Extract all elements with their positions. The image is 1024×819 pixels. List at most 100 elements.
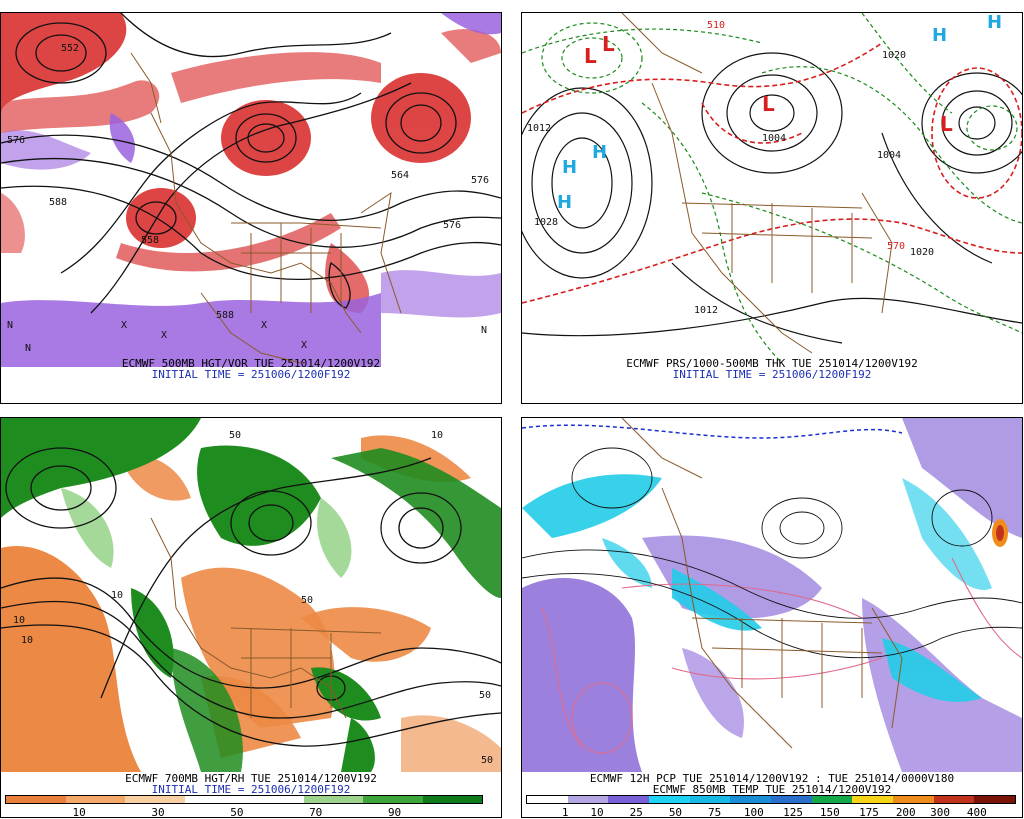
- svg-text:1020: 1020: [882, 50, 906, 61]
- panel-caption-init-time: INITIAL TIME = 251006/1200F192: [672, 368, 872, 381]
- political-borders: [621, 13, 893, 354]
- legend-tick-label: 30: [151, 806, 165, 818]
- legend-swatch: [608, 796, 650, 803]
- political-borders: [150, 517, 382, 719]
- vorticity-purple-shading: [1, 13, 501, 367]
- svg-text:50: 50: [481, 755, 493, 766]
- contour-labels: 10 50 10 50 10 50 50 10: [13, 430, 493, 766]
- isobar-contours: [522, 52, 1022, 344]
- svg-text:L: L: [584, 44, 597, 68]
- svg-text:1012: 1012: [694, 305, 718, 316]
- rh-moist-shading: [1, 418, 501, 772]
- svg-text:H: H: [562, 157, 577, 178]
- legend-swatch: [893, 796, 934, 803]
- map-500mb-vorticity: 576 588 564 558 576 552 576 588 X X X X …: [1, 13, 501, 367]
- legend-tick-label: 125: [783, 806, 803, 818]
- contour-labels: 576 588 564 558 576 552 576 588: [7, 43, 489, 321]
- panel-caption-title: ECMWF 12H PCP TUE 251014/1200V192 : TUE …: [589, 772, 955, 785]
- political-borders: [621, 418, 903, 749]
- svg-text:H: H: [592, 142, 607, 163]
- svg-text:10: 10: [13, 615, 25, 626]
- panel-caption-init-time: INITIAL TIME = 251006/1200F192: [151, 368, 351, 381]
- svg-text:10: 10: [21, 635, 33, 646]
- legend-swatch: [567, 796, 609, 803]
- legend-swatch: [689, 796, 731, 803]
- vorticity-markers: X X X X N N N: [7, 320, 487, 354]
- legend-swatch: [974, 796, 1016, 803]
- legend-swatch: [65, 796, 125, 803]
- legend-tick-label: 10: [590, 806, 604, 818]
- svg-text:1012: 1012: [527, 123, 551, 134]
- svg-text:1004: 1004: [877, 150, 901, 161]
- legend-swatch: [730, 796, 772, 803]
- svg-text:H: H: [557, 192, 572, 213]
- svg-text:L: L: [602, 32, 615, 56]
- precip-cyan-shading: [522, 474, 992, 702]
- legend-tick-label: 50: [668, 806, 683, 818]
- legend-swatch: [6, 796, 66, 803]
- svg-text:552: 552: [61, 43, 79, 54]
- legend-tick-label: 200: [895, 806, 916, 818]
- svg-text:564: 564: [391, 170, 409, 181]
- legend-swatch: [649, 796, 690, 803]
- legend-tick-label: 70: [309, 806, 323, 818]
- legend-tick-label: 25: [629, 806, 643, 818]
- legend-swatch: [125, 796, 185, 803]
- rh-legend-ticks: 10 30 50 70 90: [5, 806, 483, 818]
- thickness-contours-red: [522, 42, 1022, 304]
- frontal-dashes: [522, 424, 903, 439]
- precip-heavy-core: [992, 519, 1008, 547]
- legend-swatch: [303, 796, 363, 803]
- temperature-contours: [541, 557, 1022, 754]
- legend-tick-label: 400: [966, 806, 987, 818]
- panel-caption-title: ECMWF 700MB HGT/RH TUE 251014/1200V192: [125, 772, 377, 785]
- svg-text:H: H: [932, 25, 947, 46]
- svg-text:510: 510: [707, 20, 725, 31]
- svg-text:N: N: [7, 320, 13, 331]
- map-pressure-thickness: H H H H H L L L L 1028 1012 1004 1020 10…: [522, 13, 1022, 367]
- legend-swatch: [363, 796, 423, 803]
- svg-text:10: 10: [431, 430, 443, 441]
- svg-text:50: 50: [479, 690, 491, 701]
- svg-text:50: 50: [229, 430, 241, 441]
- svg-text:1028: 1028: [534, 217, 558, 228]
- precip-legend-ticks: 1 10 25 50 75 100 125 150 175 200 300 400: [526, 806, 1016, 818]
- legend-swatch: [933, 796, 975, 803]
- panel-precip-850temp: ECMWF 12H PCP TUE 251014/1200V192 : TUE …: [521, 417, 1023, 818]
- pressure-highs: H H H H H: [557, 13, 1002, 213]
- thickness-contours-green: [522, 13, 1022, 364]
- legend-tick-label: 300: [930, 806, 950, 818]
- political-borders: [130, 52, 402, 364]
- contour-labels: 1028 1012 1004 1020 1012 1004 1020 510 5…: [527, 20, 934, 316]
- panel-caption-title: ECMWF 500MB HGT/VOR TUE 251014/1200V192: [121, 357, 381, 370]
- legend-swatch: [244, 796, 304, 803]
- svg-text:H: H: [987, 13, 1002, 33]
- legend-tick-label: 75: [708, 806, 722, 818]
- panel-caption-subtitle: ECMWF 850MB TEMP TUE 251014/1200V192: [652, 783, 892, 796]
- svg-text:N: N: [481, 325, 487, 336]
- rh-color-legend: [5, 795, 483, 804]
- legend-swatch: [811, 796, 853, 803]
- svg-text:570: 570: [887, 241, 905, 252]
- svg-text:576: 576: [443, 220, 461, 231]
- panel-pressure-thickness: H H H H H L L L L 1028 1012 1004 1020 10…: [521, 12, 1023, 404]
- panel-700mb-rh: 10 50 10 50 10 50 50 10 ECMWF 700MB HGT/…: [0, 417, 502, 818]
- legend-swatch: [422, 796, 482, 803]
- precip-color-legend: [526, 795, 1016, 804]
- legend-swatch: [184, 796, 244, 803]
- svg-text:X: X: [261, 320, 267, 331]
- svg-text:10: 10: [111, 590, 123, 601]
- legend-swatch: [527, 796, 568, 803]
- legend-tick-label: 10: [72, 806, 86, 818]
- panel-caption-init-time: INITIAL TIME = 251006/1200F192: [151, 783, 351, 796]
- legend-swatch: [771, 796, 812, 803]
- svg-text:576: 576: [7, 135, 25, 146]
- svg-text:588: 588: [49, 197, 67, 208]
- svg-text:N: N: [25, 343, 31, 354]
- svg-text:1020: 1020: [910, 247, 934, 258]
- panel-500mb-vorticity: 576 588 564 558 576 552 576 588 X X X X …: [0, 12, 502, 404]
- legend-tick-label: 1: [561, 806, 569, 818]
- legend-swatch: [852, 796, 894, 803]
- svg-text:L: L: [762, 92, 775, 116]
- svg-text:558: 558: [141, 235, 159, 246]
